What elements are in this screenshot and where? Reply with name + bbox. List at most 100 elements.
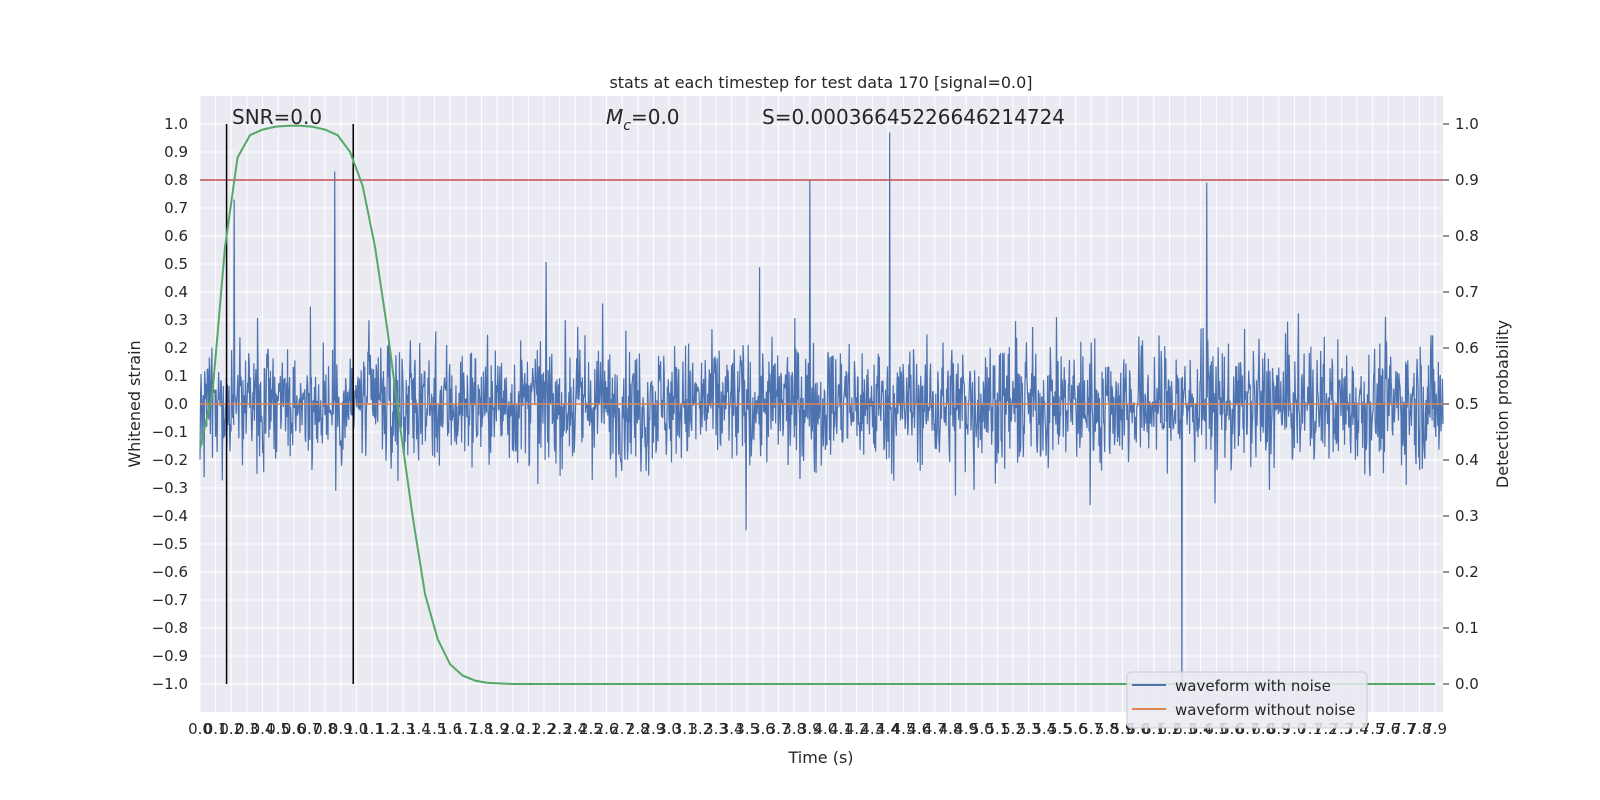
y-tick-label: 0.1 [164, 367, 188, 385]
x-tick-label: 0.9 [329, 720, 353, 738]
x-tick-label: 3.8 [782, 720, 806, 738]
legend-box [1126, 671, 1368, 729]
chirp-mass-annotation: Mc=0.0 [606, 105, 680, 134]
y-tick-label: −0.3 [152, 479, 188, 497]
x-tick-label: 3.9 [798, 720, 822, 738]
noise-trace [199, 132, 1444, 685]
y-tick-label: −1.0 [152, 675, 188, 693]
y-tick-label: 0.8 [164, 171, 188, 189]
x-tick-label: 2.7 [610, 720, 634, 738]
x-tick-label: 5.1 [985, 720, 1009, 738]
x-tick-label: 1.4 [407, 720, 431, 738]
y2-tick-label: 0.1 [1455, 619, 1479, 637]
x-tick-label: 5.6 [1064, 720, 1088, 738]
chirp-mass-subscript: c [623, 118, 631, 134]
x-tick-label: 0.8 [313, 720, 337, 738]
y-tick-label: 0.6 [164, 227, 188, 245]
x-tick-label: 2.0 [501, 720, 525, 738]
x-tick-label: 4.7 [923, 720, 947, 738]
x-tick-label: 4.1 [829, 720, 853, 738]
y-tick-label: −0.1 [152, 423, 188, 441]
x-tick-label: 4.8 [939, 720, 963, 738]
x-tick-label: 1.6 [438, 720, 462, 738]
x-tick-label: 2.4 [563, 720, 587, 738]
y2-tick-label: 1.0 [1455, 115, 1479, 133]
y-tick-label: 0.7 [164, 199, 188, 217]
x-tick-label: 7.9 [1423, 720, 1447, 738]
x-tick-label: 1.8 [470, 720, 494, 738]
x-tick-label: 5.0 [970, 720, 994, 738]
x-tick-label: 3.6 [751, 720, 775, 738]
x-tick-label: 3.3 [704, 720, 728, 738]
legend-label-noise: waveform with noise [1175, 677, 1331, 695]
snr-annotation: SNR=0.0 [232, 105, 322, 129]
y-tick-label: 0.9 [164, 143, 188, 161]
x-tick-label: 4.3 [860, 720, 884, 738]
y-tick-label: −0.5 [152, 535, 188, 553]
y2-axis-label: Detection probability [1493, 320, 1512, 488]
x-tick-label: 2.1 [516, 720, 540, 738]
y2-tick-label: 0.8 [1455, 227, 1479, 245]
x-tick-label: 2.5 [579, 720, 603, 738]
x-tick-label: 5.3 [1017, 720, 1041, 738]
x-tick-label: 2.3 [548, 720, 572, 738]
x-tick-label: 3.4 [720, 720, 744, 738]
x-tick-label: 1.0 [344, 720, 368, 738]
x-tick-label: 5.8 [1095, 720, 1119, 738]
x-tick-label: 7.8 [1408, 720, 1432, 738]
y-tick-label: −0.9 [152, 647, 188, 665]
y-axis-label: Whitened strain [125, 340, 144, 467]
x-tick-label: 4.9 [954, 720, 978, 738]
x-tick-label: 0.6 [282, 720, 306, 738]
x-tick-label: 0.7 [298, 720, 322, 738]
x-tick-label: 2.8 [626, 720, 650, 738]
x-tick-label: 4.6 [907, 720, 931, 738]
y2-tick-labels: 1.0 0.9 0.8 0.7 0.6 0.5 0.4 0.3 0.2 0.1 0.0 [1455, 115, 1479, 693]
x-tick-label: 2.9 [641, 720, 665, 738]
x-tick-label: 1.1 [360, 720, 384, 738]
y-tick-label: −0.4 [152, 507, 188, 525]
x-tick-label: 3.1 [673, 720, 697, 738]
x-tick-label: 0.2 [219, 720, 243, 738]
x-tick-label: 4.0 [813, 720, 837, 738]
x-tick-label: 5.7 [1079, 720, 1103, 738]
y-tick-labels: 1.0 0.9 0.8 0.7 0.6 0.5 0.4 0.3 0.2 0.1 0.0 −0.1 −0.… [152, 115, 188, 693]
y2-tick-label: 0.4 [1455, 451, 1479, 469]
y-tick-label: −0.7 [152, 591, 188, 609]
x-tick-label: 0.5 [266, 720, 290, 738]
x-tick-label: 5.5 [1048, 720, 1072, 738]
x-tick-label: 2.6 [595, 720, 619, 738]
y-tick-label: 0.0 [164, 395, 188, 413]
x-tick-label: 0.4 [251, 720, 275, 738]
y2-tick-label: 0.3 [1455, 507, 1479, 525]
x-tick-label: 4.4 [876, 720, 900, 738]
legend-label-clean: waveform without noise [1175, 701, 1355, 719]
x-tick-label: 5.2 [1001, 720, 1025, 738]
chart-title: stats at each timestep for test data 170… [609, 73, 1032, 92]
y2-tick-label: 0.5 [1455, 395, 1479, 413]
y-tick-label: −0.8 [152, 619, 188, 637]
y-tick-label: −0.2 [152, 451, 188, 469]
x-tick-label: 2.2 [532, 720, 556, 738]
x-tick-label: 4.5 [892, 720, 916, 738]
y2-tick-label: 0.9 [1455, 171, 1479, 189]
series-detection-probability [199, 124, 1436, 685]
x-tick-label: 1.2 [376, 720, 400, 738]
chirp-mass-symbol: M [606, 105, 623, 129]
x-tick-label: 7.7 [1392, 720, 1416, 738]
x-tick-label: 0.3 [235, 720, 259, 738]
y2-tick-label: 0.0 [1455, 675, 1479, 693]
y-tick-label: 0.5 [164, 255, 188, 273]
x-tick-label: 4.2 [845, 720, 869, 738]
series-waveform-with-noise [199, 132, 1444, 685]
y2-tick-label: 0.7 [1455, 283, 1479, 301]
x-tick-label: 1.3 [391, 720, 415, 738]
x-tick-label: 0.0 [188, 720, 212, 738]
y-tick-label: 0.2 [164, 339, 188, 357]
chirp-mass-value: =0.0 [631, 105, 680, 129]
y-tick-label: 0.3 [164, 311, 188, 329]
x-axis-label: Time (s) [787, 748, 853, 767]
y-tick-label: 1.0 [164, 115, 188, 133]
